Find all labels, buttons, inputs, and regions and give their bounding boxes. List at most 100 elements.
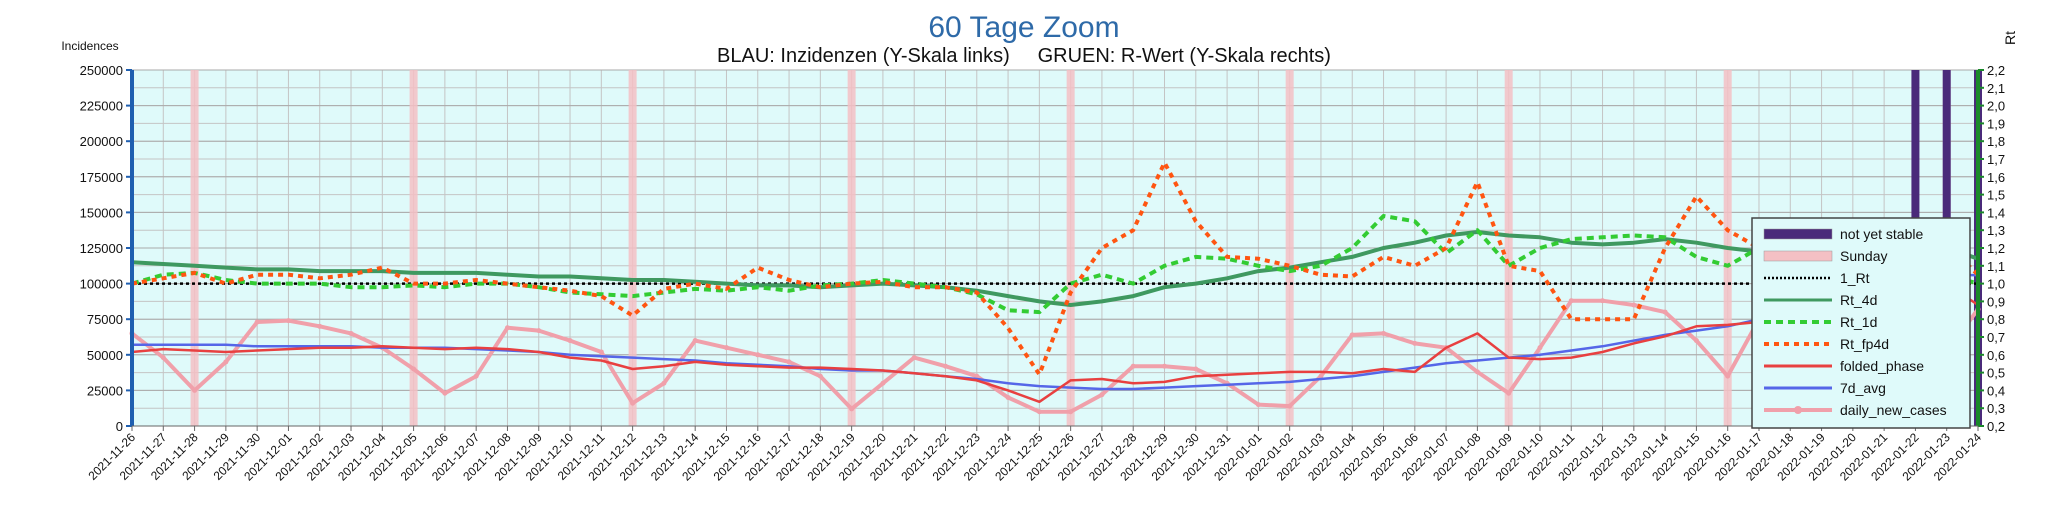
data-point-daily-new-cases <box>1537 345 1543 351</box>
data-point-daily-new-cases <box>1474 369 1480 375</box>
right-tick-label: 1,4 <box>1987 205 2005 220</box>
right-tick-label: 1,5 <box>1987 188 2005 203</box>
plot-area: 0 25000 50000 75000 100000 125000 150000 175000… <box>80 63 2005 484</box>
data-point-daily-new-cases <box>442 390 448 396</box>
series-line-rt-1d <box>131 214 1979 315</box>
series-line-daily-new-cases <box>130 224 1980 414</box>
data-point-daily-new-cases <box>1381 330 1387 336</box>
data-point-daily-new-cases <box>723 345 729 351</box>
right-tick-label: 1,3 <box>1987 223 2005 238</box>
data-point-daily-new-cases <box>254 319 260 325</box>
left-tick-label: 75000 <box>87 312 123 327</box>
series-line-folded-phase <box>131 279 1979 404</box>
right-tick-label: 0,6 <box>1987 348 2005 363</box>
data-point-daily-new-cases <box>1005 395 1011 401</box>
left-tick-label: 0 <box>116 419 123 434</box>
data-point-daily-new-cases <box>1349 332 1355 338</box>
legend-label: Sunday <box>1840 248 1887 264</box>
left-tick-label: 200000 <box>80 134 123 149</box>
data-point-daily-new-cases <box>223 359 229 365</box>
right-axis-label: Rt <box>2002 31 2018 45</box>
left-tick-label: 250000 <box>80 63 123 78</box>
right-tick-label: 0,9 <box>1987 294 2005 309</box>
data-point-daily-new-cases <box>911 355 917 361</box>
data-point-daily-new-cases <box>880 380 886 386</box>
legend-label: 7d_avg <box>1840 380 1886 396</box>
right-tick-label: 0,4 <box>1987 383 2005 398</box>
data-point-daily-new-cases <box>1318 373 1324 379</box>
data-point-daily-new-cases <box>849 406 855 412</box>
legend-marker <box>1794 406 1802 414</box>
right-tick-label: 1,7 <box>1987 152 2005 167</box>
data-point-daily-new-cases <box>536 328 542 334</box>
data-point-daily-new-cases <box>1631 302 1637 308</box>
data-point-daily-new-cases <box>755 352 761 358</box>
data-point-daily-new-cases <box>661 380 667 386</box>
right-tick-label: 1,6 <box>1987 170 2005 185</box>
data-point-daily-new-cases <box>1568 298 1574 304</box>
data-point-daily-new-cases <box>1130 363 1136 369</box>
legend-label: folded_phase <box>1840 358 1924 374</box>
legend-label: Rt_fp4d <box>1840 336 1889 352</box>
right-tick-label: 1,9 <box>1987 116 2005 131</box>
data-point-daily-new-cases <box>285 318 291 324</box>
sunday-band <box>847 70 856 426</box>
left-tick-label: 125000 <box>80 241 123 256</box>
sunday-band <box>190 70 199 426</box>
legend-label: Rt_4d <box>1840 292 1877 308</box>
data-point-daily-new-cases <box>1693 338 1699 344</box>
data-point-daily-new-cases <box>974 373 980 379</box>
right-tick-label: 2,1 <box>1987 81 2005 96</box>
data-point-daily-new-cases <box>786 359 792 365</box>
data-point-daily-new-cases <box>1662 309 1668 315</box>
data-point-daily-new-cases <box>942 363 948 369</box>
legend-label: 1_Rt <box>1840 270 1870 286</box>
data-point-daily-new-cases <box>348 330 354 336</box>
legend-swatch <box>1763 228 1833 240</box>
data-point-daily-new-cases <box>1099 392 1105 398</box>
right-tick-label: 0,7 <box>1987 330 2005 345</box>
data-point-daily-new-cases <box>1162 363 1168 369</box>
data-point-daily-new-cases <box>192 387 198 393</box>
chart-title: 60 Tage Zoom <box>928 11 1119 44</box>
left-tick-label: 175000 <box>80 170 123 185</box>
data-point-daily-new-cases <box>630 400 636 406</box>
data-point-daily-new-cases <box>1412 340 1418 346</box>
data-point-daily-new-cases <box>317 323 323 329</box>
data-point-daily-new-cases <box>1506 390 1512 396</box>
data-point-daily-new-cases <box>598 349 604 355</box>
legend-swatch <box>1763 250 1833 262</box>
data-point-daily-new-cases <box>1600 298 1606 304</box>
left-tick-label: 25000 <box>87 383 123 398</box>
data-point-daily-new-cases <box>1193 366 1199 372</box>
data-point-daily-new-cases <box>1036 409 1042 415</box>
sunday-band <box>1066 70 1075 426</box>
right-tick-label: 2,2 <box>1987 63 2005 78</box>
right-tick-label: 2,0 <box>1987 99 2005 114</box>
left-axis-label: Incidences <box>61 39 118 53</box>
right-tick-label: 0,2 <box>1987 419 2005 434</box>
data-point-daily-new-cases <box>411 366 417 372</box>
right-tick-label: 1,8 <box>1987 134 2005 149</box>
data-point-daily-new-cases <box>1725 373 1731 379</box>
right-tick-label: 1,0 <box>1987 277 2005 292</box>
right-tick-label: 0,5 <box>1987 366 2005 381</box>
sunday-band <box>1504 70 1513 426</box>
data-point-daily-new-cases <box>817 373 823 379</box>
data-point-daily-new-cases <box>1068 409 1074 415</box>
legend-label: Rt_1d <box>1840 314 1877 330</box>
left-tick-label: 50000 <box>87 348 123 363</box>
sunday-band <box>1285 70 1294 426</box>
sunday-band <box>409 70 418 426</box>
right-tick-label: 1,2 <box>1987 241 2005 256</box>
legend-label: daily_new_cases <box>1840 402 1947 418</box>
left-tick-label: 225000 <box>80 99 123 114</box>
data-point-daily-new-cases <box>567 338 573 344</box>
legend-label: not yet stable <box>1840 226 1923 242</box>
left-tick-label: 150000 <box>80 205 123 220</box>
data-point-daily-new-cases <box>504 325 510 331</box>
legend: not yet stable Sunday 1_Rt Rt_4d Rt_1d Rt_fp4… <box>1751 217 1971 429</box>
left-tick-label: 100000 <box>80 277 123 292</box>
sunday-band <box>628 70 637 426</box>
